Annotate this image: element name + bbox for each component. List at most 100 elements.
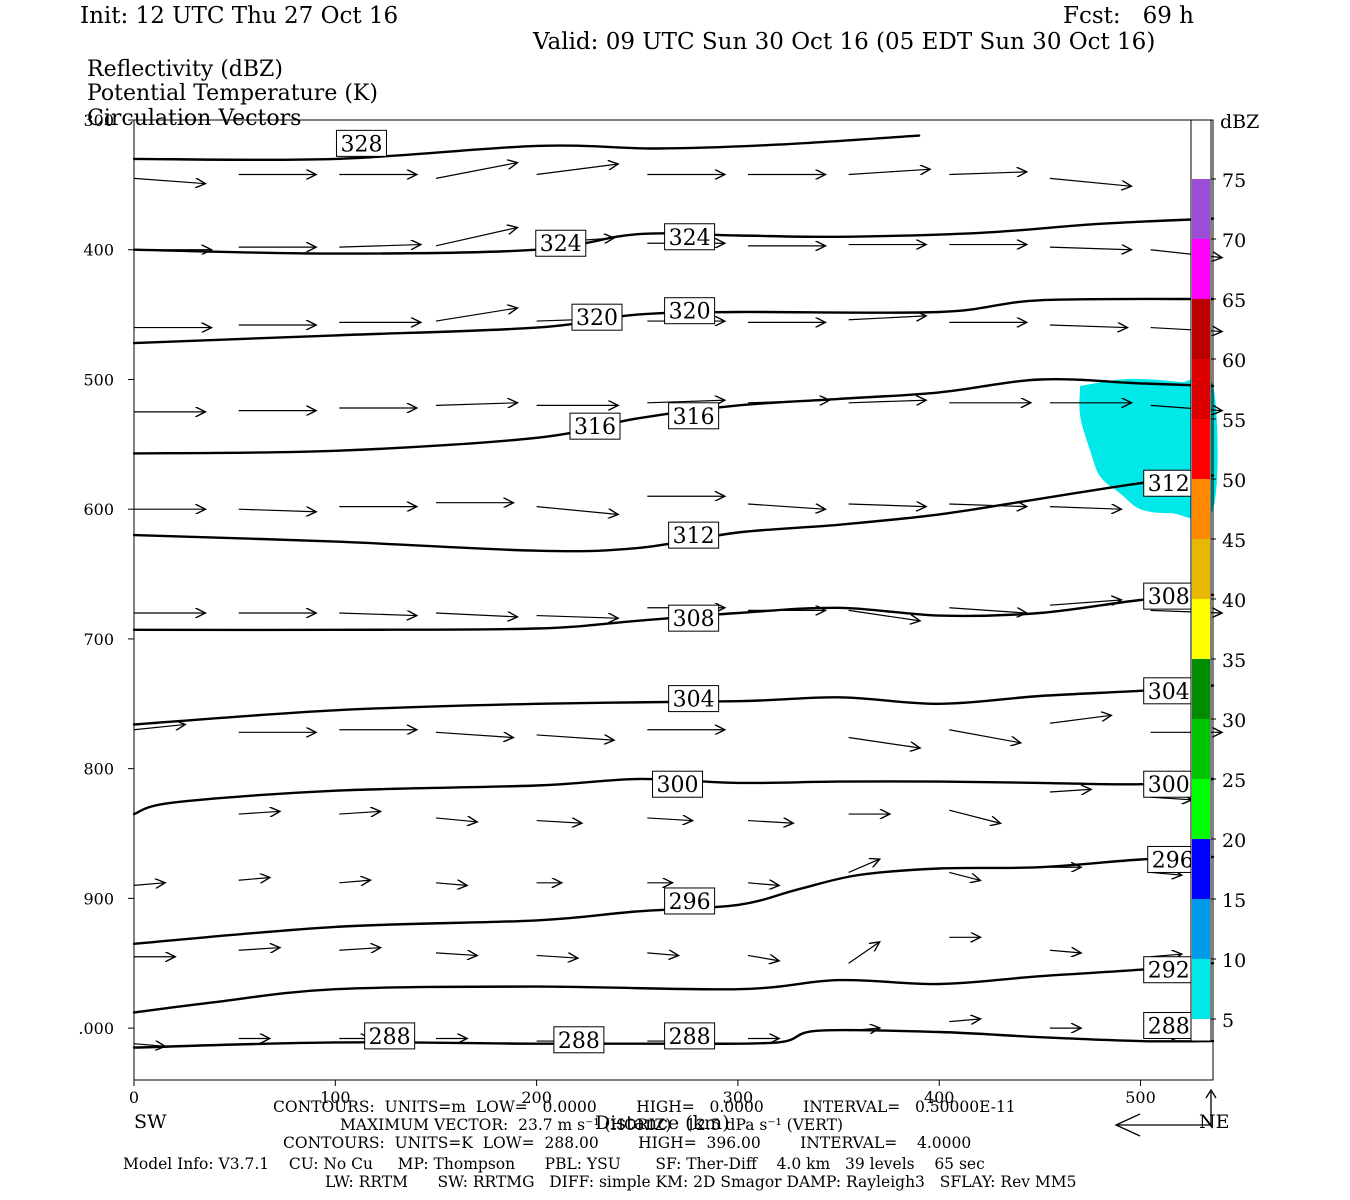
colorbar-bin: [1192, 179, 1210, 239]
contour-label-box: [1143, 469, 1195, 497]
contour-label-text: 304: [673, 688, 715, 713]
ne-direction-arrowhead: [1205, 1088, 1217, 1099]
contour-label-box: [335, 129, 387, 157]
circulation-vector: [949, 871, 979, 880]
contour-label-box: [668, 402, 720, 430]
contour-label-box: [1143, 1012, 1195, 1040]
circulation-vector: [435, 731, 512, 737]
contour-label-text: 308: [1148, 585, 1190, 610]
contour-label-box: [668, 604, 720, 632]
contour-label-304: 304: [668, 685, 720, 713]
colorbar-bin: [1192, 419, 1210, 479]
footer-maximum-vector: MAXIMUM VECTOR: 23.7 m s⁻¹ (HORIZ) 12.5 …: [340, 1116, 843, 1134]
contour-label-text: 320: [669, 300, 711, 325]
colorbar-tick-label: 70: [1222, 230, 1246, 252]
circulation-vector: [238, 878, 269, 881]
circulation-vector: [848, 169, 930, 176]
circulation-vector: [133, 1044, 164, 1047]
colorbar-bin: [1192, 599, 1210, 659]
contour-label-304: 304: [1143, 677, 1195, 705]
circulation-vector: [435, 883, 466, 886]
circulation-vector: [647, 400, 723, 403]
contour-label-text: 324: [540, 232, 582, 257]
colorbar-bin: [1192, 539, 1210, 599]
contour-label-text: 304: [1148, 680, 1190, 705]
contour-label-text: 328: [340, 132, 382, 157]
contour-label-324: 324: [664, 223, 716, 251]
circulation-vector: [339, 613, 415, 616]
circulation-vector: [536, 734, 613, 740]
colorbar-tick-label: 75: [1222, 170, 1246, 192]
contour-label-text: 288: [558, 1029, 600, 1054]
contour-label-328: 328: [335, 129, 387, 157]
circulation-vector: [949, 504, 1025, 507]
contour-label-320: 320: [571, 303, 623, 331]
circulation-vector: [1049, 325, 1126, 328]
isentrope-292: [132, 962, 1215, 1014]
colorbar-tick-label: 5: [1222, 1010, 1234, 1032]
isentrope-304: [132, 684, 1215, 726]
contour-label-text: 324: [669, 226, 711, 251]
circulation-vector: [747, 883, 778, 886]
contour-label-box: [1143, 770, 1195, 798]
y-tick-label: 900: [83, 889, 114, 908]
circulation-vector: [747, 955, 778, 960]
colorbar-tick-label: 35: [1222, 650, 1246, 672]
circulation-vector: [848, 736, 919, 748]
contour-label-text: 316: [574, 415, 616, 440]
contour-label-box: [569, 412, 621, 440]
contour-label-324: 324: [535, 229, 587, 257]
colorbar-bin: [1192, 959, 1210, 1019]
colorbar-bin: [1192, 659, 1210, 719]
contour-label-296: 296: [664, 887, 716, 915]
isentrope-324: [132, 217, 1215, 255]
circulation-vector: [848, 400, 925, 403]
contour-label-box: [664, 223, 716, 251]
contour-label-312: 312: [668, 521, 720, 549]
circulation-vector: [848, 609, 919, 620]
contour-label-288: 288: [364, 1022, 416, 1050]
footer-contours-k: CONTOURS: UNITS=K LOW= 288.00 HIGH= 396.…: [283, 1134, 972, 1152]
contour-label-text: 300: [1148, 773, 1190, 798]
contour-label-box: [1143, 956, 1195, 984]
y-tick-label: 600: [83, 500, 114, 519]
circulation-vector: [339, 948, 379, 951]
x-tick-label: 500: [1125, 1088, 1156, 1107]
y-tick-label: 500: [83, 370, 114, 389]
circulation-vector: [339, 811, 379, 814]
circulation-vector: [747, 821, 792, 824]
colorbar-tick-label: 50: [1222, 470, 1246, 492]
circulation-vector: [848, 859, 879, 873]
sw-end-label: SW: [134, 1111, 167, 1133]
y-tick-label: 800: [83, 760, 114, 779]
circulation-vector: [747, 400, 829, 403]
x-tick-label: 200: [521, 1088, 552, 1107]
contour-label-box: [664, 297, 716, 325]
contour-label-box: [668, 521, 720, 549]
plot-frame: [133, 119, 1214, 1081]
circulation-vector: [536, 616, 618, 619]
ne-end-label: NE: [1199, 1111, 1230, 1133]
circulation-vector: [435, 228, 517, 247]
colorbar-tick-label: 20: [1222, 830, 1246, 852]
circulation-vector: [949, 729, 1019, 743]
circulation-vector: [536, 821, 581, 824]
circulation-vector: [536, 955, 577, 958]
contour-label-box: [668, 685, 720, 713]
colorbar-tick-label: 45: [1222, 530, 1246, 552]
colorbar-tick-label: 40: [1222, 590, 1246, 612]
y-tick-label: 700: [83, 630, 114, 649]
isentrope-300: [132, 777, 1215, 816]
colorbar-bin: [1192, 719, 1210, 779]
circulation-vector: [747, 503, 824, 509]
valid-time: Valid: 09 UTC Sun 30 Oct 16 (05 EDT Sun …: [533, 29, 1156, 55]
contour-label-296: 296: [1147, 845, 1199, 873]
colorbar-tick-label: 25: [1222, 770, 1246, 792]
contour-label-text: 296: [669, 890, 711, 915]
circulation-vector: [435, 308, 517, 322]
contour-label-text: 308: [673, 607, 715, 632]
colorbar-bin: [1192, 479, 1210, 539]
contour-label-box: [571, 303, 623, 331]
colorbar-tick-label: 55: [1222, 410, 1246, 432]
